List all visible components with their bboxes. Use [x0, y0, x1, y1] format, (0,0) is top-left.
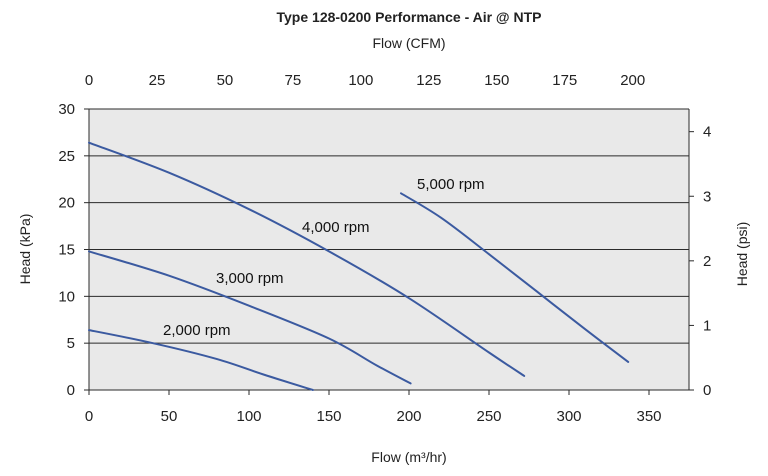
y-axis-title: Head (kPa) — [17, 214, 33, 285]
x-tick-label: 100 — [236, 408, 261, 425]
y-right-tick-label: 4 — [703, 124, 711, 141]
series-line-1 — [88, 250, 412, 385]
y-tick-label: 15 — [58, 242, 75, 259]
x-top-tick-label: 50 — [217, 72, 234, 89]
x-axis-title: Flow (m³/hr) — [371, 449, 446, 465]
series-line-3 — [400, 192, 630, 363]
y-right-tick-label: 0 — [703, 382, 711, 399]
x-top-tick-label: 150 — [484, 72, 509, 89]
x-top-tick-label: 25 — [149, 72, 166, 89]
x-axis-top-title: Flow (CFM) — [372, 35, 445, 51]
x-tick-label: 0 — [85, 408, 93, 425]
series-line-0 — [88, 329, 314, 391]
y-tick-label: 30 — [58, 101, 75, 118]
y-right-tick-label: 3 — [703, 188, 711, 205]
y-tick-label: 20 — [58, 195, 75, 212]
series-label-2000: 2,000 rpm — [163, 322, 231, 339]
x-tick-label: 200 — [396, 408, 421, 425]
y-tick-label: 0 — [67, 382, 75, 399]
axes — [84, 108, 694, 395]
x-top-tick-label: 75 — [285, 72, 302, 89]
x-top-tick-label: 0 — [85, 72, 93, 89]
series-label-3000: 3,000 rpm — [216, 270, 284, 287]
series-line-2 — [88, 141, 526, 377]
series-lines — [88, 141, 630, 391]
x-top-tick-label: 125 — [416, 72, 441, 89]
series-label-5000: 5,000 rpm — [417, 176, 485, 193]
y-tick-label: 5 — [67, 335, 75, 352]
x-top-tick-label: 175 — [552, 72, 577, 89]
y-tick-label: 25 — [58, 148, 75, 165]
x-tick-label: 350 — [636, 408, 661, 425]
x-top-tick-label: 200 — [620, 72, 645, 89]
y-right-tick-label: 2 — [703, 253, 711, 270]
y-tick-label: 10 — [58, 288, 75, 305]
x-tick-label: 50 — [161, 408, 178, 425]
x-tick-label: 300 — [556, 408, 581, 425]
x-top-tick-label: 100 — [348, 72, 373, 89]
y-axis-right-title: Head (psi) — [734, 222, 750, 287]
gridlines — [89, 108, 689, 344]
series-label-4000: 4,000 rpm — [302, 219, 370, 236]
y-right-tick-label: 1 — [703, 317, 711, 334]
x-tick-label: 150 — [316, 408, 341, 425]
x-tick-label: 250 — [476, 408, 501, 425]
chart-title: Type 128-0200 Performance - Air @ NTP — [277, 9, 542, 25]
